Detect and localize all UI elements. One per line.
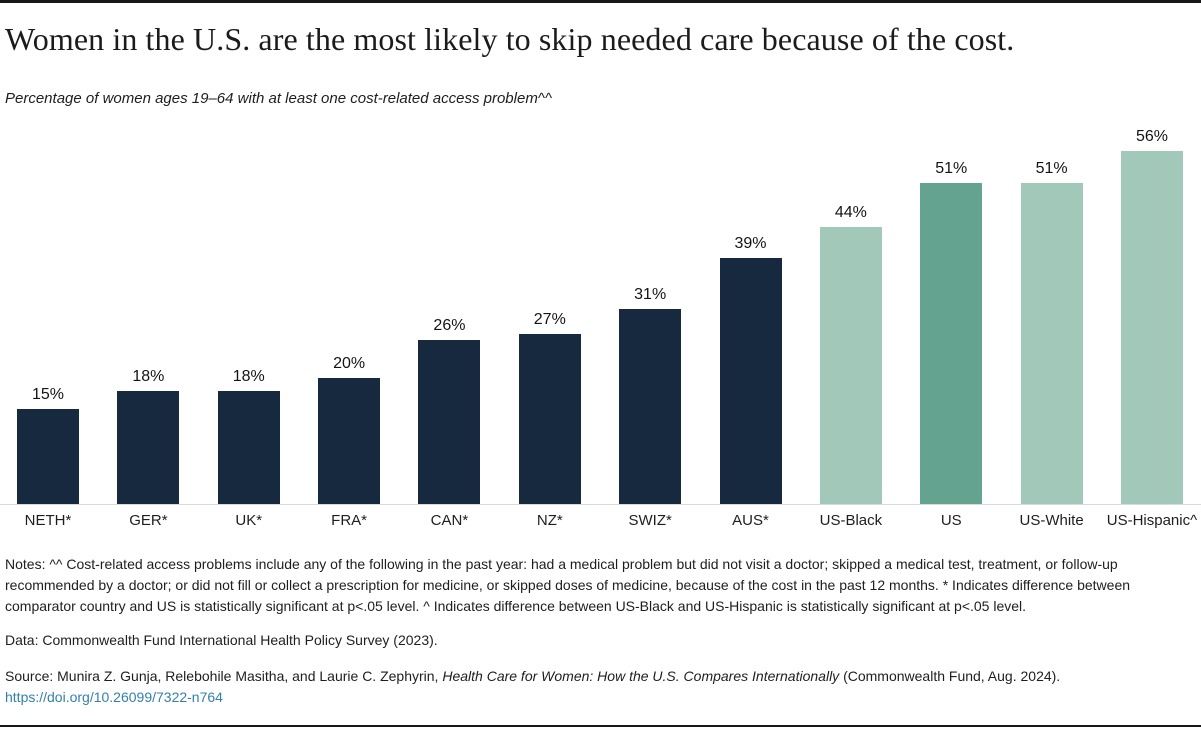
top-rule bbox=[0, 0, 1201, 3]
bar-us-hispanic bbox=[1120, 151, 1183, 504]
bar-slot-nz: 27% bbox=[518, 311, 581, 504]
bar-can bbox=[418, 340, 481, 504]
category-label-us-hispanic: US-Hispanic^ bbox=[1106, 512, 1198, 529]
chart-subtitle: Percentage of women ages 19–64 with at l… bbox=[5, 90, 552, 107]
category-label-nz: NZ* bbox=[536, 512, 563, 529]
bar-slot-neth: 15% bbox=[17, 386, 79, 504]
bar-slot-us-black: 44% bbox=[819, 204, 882, 504]
category-label-aus: AUS* bbox=[732, 512, 769, 529]
bar-swiz bbox=[619, 309, 682, 504]
bar-us bbox=[920, 183, 983, 504]
bar-slot-ger: 18% bbox=[117, 368, 180, 504]
bar-aus bbox=[719, 258, 782, 504]
bar-value-label-us: 51% bbox=[935, 160, 968, 177]
bar-value-label-us-white: 51% bbox=[1035, 160, 1068, 177]
chart-title: Women in the U.S. are the most likely to… bbox=[5, 21, 1015, 57]
bar-us-black bbox=[819, 227, 882, 504]
bar-slot-us-white: 51% bbox=[1020, 160, 1083, 504]
bar-ger bbox=[117, 391, 180, 504]
bar-slot-uk: 18% bbox=[217, 368, 280, 504]
source-report-title: Health Care for Women: How the U.S. Comp… bbox=[442, 668, 840, 684]
bar-slot-can: 26% bbox=[418, 317, 481, 504]
bar-slot-us: 51% bbox=[920, 160, 983, 504]
bar-uk bbox=[217, 391, 280, 504]
bar-slot-aus: 39% bbox=[719, 235, 782, 504]
category-label-fra: FRA* bbox=[331, 512, 367, 529]
source-prefix: Source: Munira Z. Gunja, Relebohile Masi… bbox=[5, 668, 443, 684]
bar-nz bbox=[518, 334, 581, 504]
bar-fra bbox=[318, 378, 381, 504]
bar-chart: 15% 18% 18% 20% 26% 27% 31% 39% 44% 51% 51% 56% NET… bbox=[17, 128, 1198, 529]
bar-slot-us-hispanic: 56% bbox=[1120, 128, 1183, 504]
source-citation: Source: Munira Z. Gunja, Relebohile Masi… bbox=[5, 666, 1195, 687]
bar-slot-fra: 20% bbox=[318, 355, 381, 504]
category-label-neth: NETH* bbox=[24, 512, 72, 529]
category-label-can: CAN* bbox=[430, 512, 469, 529]
bar-slots: 15% 18% 18% 20% 26% 27% 31% 39% 44% 51% 51% 56% bbox=[17, 128, 1183, 504]
x-axis-line bbox=[0, 504, 1201, 505]
bar-value-label-neth: 15% bbox=[31, 386, 65, 403]
bar-value-label-us-hispanic: 56% bbox=[1135, 128, 1168, 145]
bar-value-label-nz: 27% bbox=[533, 311, 566, 328]
bar-value-label-swiz: 31% bbox=[634, 286, 667, 303]
bar-value-label-uk: 18% bbox=[232, 368, 265, 385]
doi-link[interactable]: https://doi.org/10.26099/7322-n764 bbox=[5, 689, 223, 705]
source-suffix: (Commonwealth Fund, Aug. 2024). bbox=[839, 668, 1061, 684]
category-label-swiz: SWIZ* bbox=[628, 512, 672, 529]
bar-value-label-us-black: 44% bbox=[834, 204, 867, 221]
category-label-us-black: US-Black bbox=[819, 512, 883, 529]
data-source-line: Data: Commonwealth Fund International He… bbox=[5, 632, 438, 648]
source-block: Source: Munira Z. Gunja, Relebohile Masi… bbox=[5, 666, 1195, 708]
bar-value-label-fra: 20% bbox=[333, 355, 366, 372]
bar-value-label-ger: 18% bbox=[132, 368, 165, 385]
bar-slot-swiz: 31% bbox=[619, 286, 682, 504]
bar-value-label-can: 26% bbox=[433, 317, 466, 334]
bar-value-label-aus: 39% bbox=[734, 235, 767, 252]
bar-neth bbox=[17, 409, 79, 504]
category-label-ger: GER* bbox=[129, 512, 168, 529]
bottom-rule bbox=[0, 725, 1201, 727]
bar-us-white bbox=[1020, 183, 1083, 504]
notes-text: Notes: ^^ Cost-related access problems i… bbox=[5, 556, 1131, 614]
category-label-uk: UK* bbox=[235, 512, 263, 529]
category-labels-row: NETH* GER* UK* FRA* CAN* NZ* SWIZ* AUS* US-Black… bbox=[17, 512, 1198, 529]
category-label-us: US bbox=[940, 512, 962, 529]
category-label-us-white: US-White bbox=[1019, 512, 1084, 529]
